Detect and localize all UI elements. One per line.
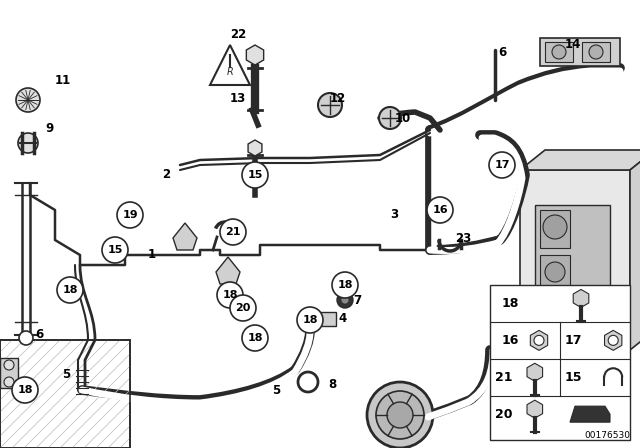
- Text: 21: 21: [225, 227, 241, 237]
- Polygon shape: [216, 257, 240, 284]
- Circle shape: [332, 272, 358, 298]
- Polygon shape: [246, 45, 264, 65]
- Polygon shape: [573, 289, 589, 307]
- Text: 17: 17: [494, 160, 509, 170]
- Text: 15: 15: [565, 371, 582, 384]
- Polygon shape: [520, 150, 640, 170]
- Text: 5: 5: [272, 383, 280, 396]
- Bar: [540, 255, 570, 287]
- Text: 00176530: 00176530: [584, 431, 630, 440]
- Text: 10: 10: [395, 112, 412, 125]
- Bar: [540, 210, 570, 248]
- Circle shape: [367, 382, 433, 448]
- Circle shape: [298, 372, 318, 392]
- Text: 16: 16: [432, 205, 448, 215]
- Text: 1: 1: [148, 249, 156, 262]
- Circle shape: [4, 360, 14, 370]
- Text: 6: 6: [498, 46, 506, 59]
- Text: 13: 13: [230, 91, 246, 104]
- Polygon shape: [527, 400, 543, 418]
- Polygon shape: [630, 150, 640, 350]
- Text: 15: 15: [108, 245, 123, 255]
- Bar: [520, 170, 630, 350]
- Polygon shape: [570, 406, 610, 422]
- Circle shape: [337, 292, 353, 308]
- Polygon shape: [248, 140, 262, 156]
- Circle shape: [489, 152, 515, 178]
- Bar: [535, 205, 610, 295]
- Circle shape: [242, 325, 268, 351]
- Text: 9: 9: [45, 121, 53, 134]
- Polygon shape: [210, 45, 250, 85]
- Text: 2: 2: [162, 168, 170, 181]
- Circle shape: [297, 307, 323, 333]
- Circle shape: [376, 391, 424, 439]
- Text: 18: 18: [222, 290, 237, 300]
- Text: 3: 3: [390, 208, 398, 221]
- Bar: [582, 42, 610, 62]
- Text: 18: 18: [247, 333, 263, 343]
- Circle shape: [379, 107, 401, 129]
- Text: 18: 18: [337, 280, 353, 290]
- Text: 20: 20: [495, 408, 513, 421]
- Bar: [490, 285, 630, 440]
- Circle shape: [102, 237, 128, 263]
- Text: 18: 18: [302, 315, 317, 325]
- Bar: [540, 38, 620, 66]
- Circle shape: [19, 331, 33, 345]
- Polygon shape: [531, 330, 548, 350]
- Text: 15: 15: [247, 170, 262, 180]
- Text: 7: 7: [353, 293, 361, 306]
- Circle shape: [220, 219, 246, 245]
- Text: 21: 21: [495, 371, 513, 384]
- Circle shape: [117, 202, 143, 228]
- Text: 18: 18: [17, 385, 33, 395]
- Circle shape: [543, 215, 567, 239]
- Circle shape: [12, 377, 38, 403]
- Text: 18: 18: [62, 285, 77, 295]
- Text: R: R: [227, 67, 234, 77]
- Circle shape: [589, 45, 603, 59]
- Circle shape: [318, 93, 342, 117]
- Circle shape: [427, 197, 453, 223]
- Circle shape: [16, 88, 40, 112]
- Bar: [318, 312, 336, 326]
- Circle shape: [552, 45, 566, 59]
- Circle shape: [545, 262, 565, 282]
- Bar: [0, 340, 130, 448]
- Text: 8: 8: [328, 379, 336, 392]
- Polygon shape: [173, 223, 197, 250]
- Text: 16: 16: [502, 334, 520, 347]
- Bar: [0, 358, 18, 388]
- Text: 17: 17: [565, 334, 582, 347]
- Circle shape: [230, 295, 256, 321]
- Text: 19: 19: [122, 210, 138, 220]
- Text: 11: 11: [55, 73, 71, 86]
- Circle shape: [242, 162, 268, 188]
- Text: 6: 6: [35, 328, 44, 341]
- Circle shape: [18, 133, 38, 153]
- Circle shape: [57, 277, 83, 303]
- Text: 12: 12: [330, 91, 346, 104]
- Text: 20: 20: [236, 303, 251, 313]
- Circle shape: [608, 336, 618, 345]
- Text: 22: 22: [230, 29, 246, 42]
- Text: 23: 23: [455, 232, 471, 245]
- Circle shape: [387, 402, 413, 428]
- Text: 5: 5: [62, 369, 70, 382]
- Text: 4: 4: [338, 311, 346, 324]
- Circle shape: [534, 336, 544, 345]
- Circle shape: [217, 282, 243, 308]
- Bar: [545, 42, 573, 62]
- Polygon shape: [605, 330, 622, 350]
- Bar: [0, 340, 130, 448]
- Text: 14: 14: [565, 39, 581, 52]
- Text: 18: 18: [502, 297, 520, 310]
- Circle shape: [341, 296, 349, 304]
- Polygon shape: [527, 363, 543, 381]
- Circle shape: [4, 377, 14, 387]
